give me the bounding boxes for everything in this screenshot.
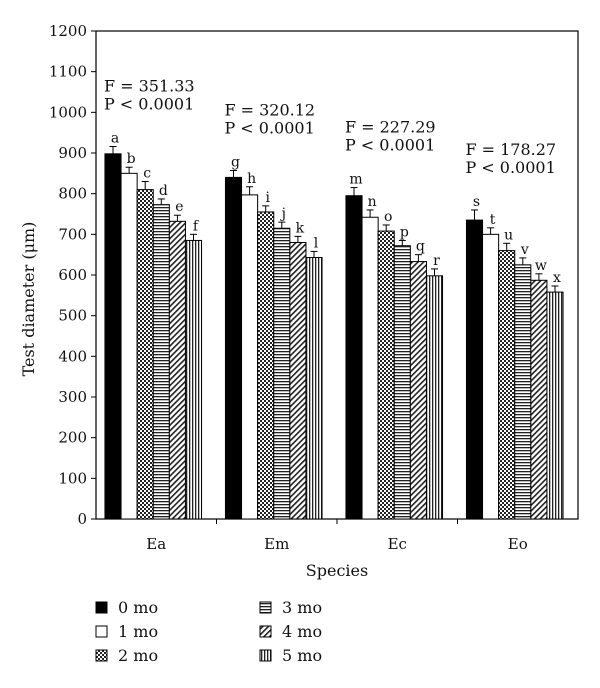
significance-letter: t — [490, 212, 496, 228]
bar — [184, 239, 203, 520]
y-tick-label: 1100 — [49, 63, 87, 81]
significance-letter: v — [520, 242, 529, 258]
legend-item: 4 mo — [259, 622, 322, 641]
bar — [168, 220, 186, 520]
significance-letter: p — [400, 224, 409, 240]
x-tick-label: Ea — [146, 535, 166, 553]
legend-label: 1 mo — [118, 622, 158, 641]
y-tick-label: 400 — [58, 347, 87, 365]
y-tick-label: 700 — [58, 225, 87, 243]
significance-letter: h — [247, 171, 256, 187]
bar — [361, 216, 379, 520]
bar — [224, 176, 243, 520]
y-tick-label: 600 — [58, 266, 87, 284]
significance-letter: a — [111, 130, 119, 146]
significance-letter: o — [384, 209, 392, 225]
bar — [530, 279, 548, 520]
significance-letter: q — [416, 239, 425, 255]
f-statistic: F = 227.29 — [345, 118, 436, 137]
legend-swatch — [259, 649, 272, 662]
significance-letter: x — [553, 270, 561, 286]
f-statistic: F = 320.12 — [224, 100, 315, 119]
f-statistic: F = 351.33 — [104, 76, 195, 95]
y-axis: 0 100 200 300 400 500 600 700 800 900 1000 1100 1200 — [49, 22, 96, 528]
x-tick-label: Em — [264, 535, 289, 553]
bar — [482, 233, 500, 520]
y-tick-label: 1200 — [49, 22, 87, 40]
x-axis: Ea Em Ec Eo — [146, 519, 528, 553]
x-axis-title: Species — [306, 561, 368, 580]
legend-item: 1 mo — [95, 622, 158, 641]
legend-swatch — [95, 649, 108, 662]
y-tick-label: 1000 — [49, 103, 87, 121]
bar — [377, 230, 395, 520]
significance-letter: j — [280, 206, 286, 222]
legend-label: 2 mo — [118, 646, 158, 665]
significance-letter: n — [368, 194, 377, 210]
significance-letter: r — [433, 253, 440, 269]
bar — [241, 194, 259, 520]
f-statistic: F = 178.27 — [465, 140, 556, 159]
legend-swatch — [95, 601, 108, 614]
stat-annotations: F = 351.33P < 0.0001 F = 320.12P < 0.0001… — [104, 76, 556, 176]
y-tick-label: 100 — [58, 469, 87, 487]
y-tick-label: 500 — [58, 307, 87, 325]
legend-label: 0 mo — [118, 598, 158, 617]
bar — [136, 189, 154, 520]
bar — [409, 261, 427, 520]
significance-letter: u — [504, 227, 513, 243]
bar — [514, 264, 532, 520]
legend-label: 3 mo — [282, 598, 322, 617]
bar — [257, 211, 275, 520]
bar — [498, 250, 516, 520]
bar — [289, 241, 307, 520]
bar — [393, 245, 411, 520]
significance-letter: f — [193, 218, 200, 234]
significance-letter: i — [265, 190, 270, 206]
bar — [273, 227, 291, 520]
significance-letter: b — [127, 151, 136, 167]
significance-letter: s — [473, 194, 480, 210]
y-axis-title: Test diameter (μm) — [19, 222, 38, 377]
p-value: P < 0.0001 — [224, 118, 314, 137]
legend-item: 5 mo — [259, 646, 322, 665]
legend-item: 0 mo — [95, 598, 158, 617]
y-tick-label: 0 — [77, 510, 87, 528]
x-tick-label: Ec — [388, 535, 407, 553]
legend-item: 2 mo — [95, 646, 158, 665]
bar — [546, 291, 564, 520]
significance-letter: g — [231, 154, 240, 170]
significance-letter: k — [296, 220, 305, 236]
significance-letter: e — [175, 199, 183, 215]
legend-swatch — [259, 601, 272, 614]
legend-swatch — [259, 625, 272, 638]
p-value: P < 0.0001 — [104, 94, 194, 113]
bar — [152, 204, 170, 520]
bar — [305, 257, 323, 520]
y-tick-label: 200 — [58, 429, 87, 447]
bar — [104, 153, 122, 520]
legend-swatch — [95, 625, 108, 638]
bar — [465, 219, 484, 520]
significance-letter: l — [314, 235, 319, 251]
y-tick-label: 300 — [58, 388, 87, 406]
significance-letter: c — [143, 165, 151, 181]
bar — [345, 195, 363, 520]
significance-letter: w — [535, 258, 547, 274]
significance-letter: m — [349, 172, 362, 188]
y-tick-label: 900 — [58, 144, 87, 162]
legend-item: 3 mo — [259, 598, 322, 617]
y-tick-label: 800 — [58, 185, 87, 203]
significance-letter: d — [159, 183, 168, 199]
p-value: P < 0.0001 — [345, 136, 435, 155]
bar — [425, 275, 444, 520]
legend-label: 4 mo — [282, 622, 322, 641]
p-value: P < 0.0001 — [465, 158, 555, 177]
bar — [120, 172, 138, 520]
x-tick-label: Eo — [508, 535, 528, 553]
legend-label: 5 mo — [282, 646, 322, 665]
legend: 0 mo 3 mo 1 mo 4 mo 2 mo 5 mo — [95, 598, 322, 665]
